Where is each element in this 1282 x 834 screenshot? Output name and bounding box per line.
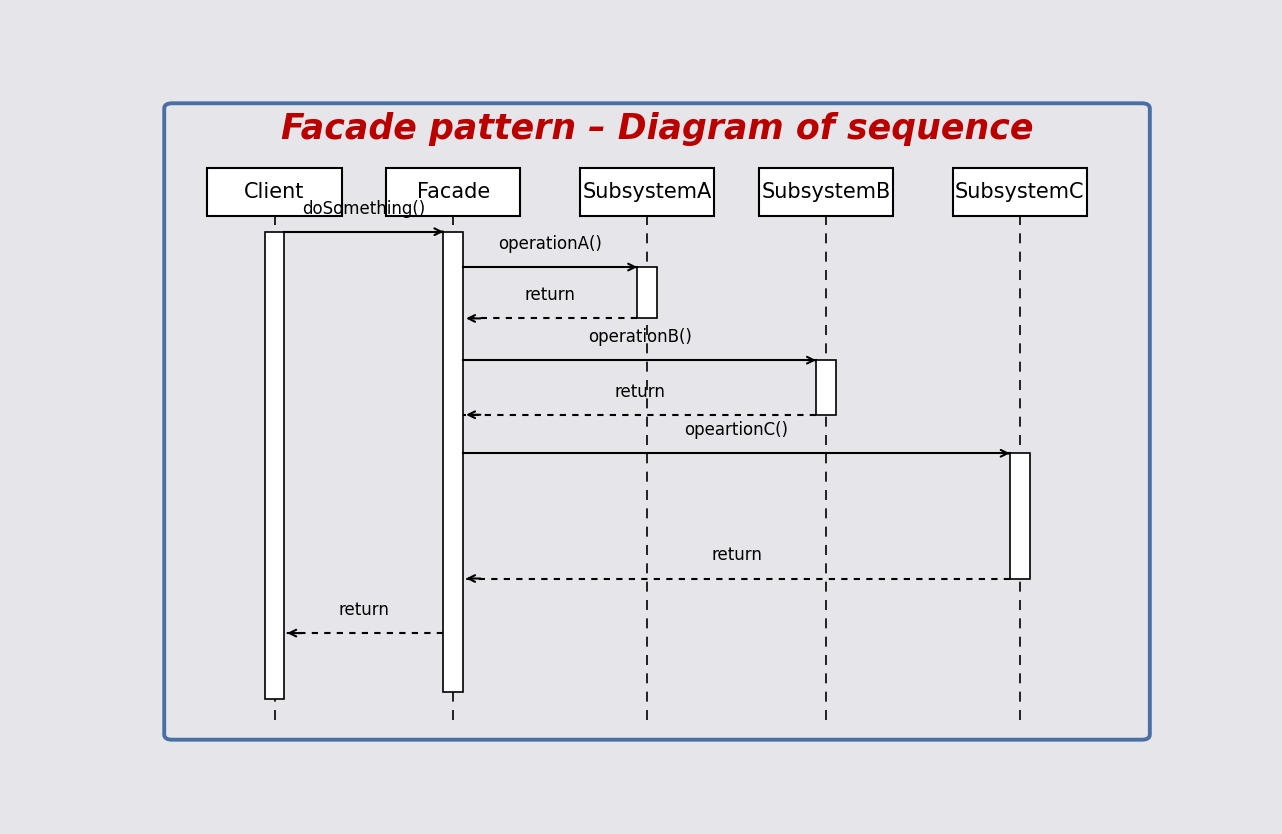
- Text: Facade: Facade: [417, 182, 490, 202]
- Text: return: return: [338, 601, 390, 619]
- Text: SubsystemB: SubsystemB: [762, 182, 891, 202]
- Bar: [264, 232, 285, 699]
- Bar: [817, 360, 836, 414]
- Bar: [208, 168, 341, 216]
- Text: doSomething(): doSomething(): [303, 199, 426, 218]
- Bar: [444, 232, 463, 692]
- Text: SubsystemC: SubsystemC: [955, 182, 1085, 202]
- Bar: [637, 267, 656, 319]
- Text: return: return: [712, 546, 762, 565]
- Text: operationB(): operationB(): [587, 328, 691, 346]
- Bar: [759, 168, 894, 216]
- FancyBboxPatch shape: [164, 103, 1150, 740]
- Text: return: return: [614, 383, 665, 400]
- Text: operationA(): operationA(): [499, 235, 603, 253]
- Bar: [1010, 454, 1029, 579]
- Text: opeartionC(): opeartionC(): [685, 421, 788, 440]
- Bar: [386, 168, 520, 216]
- Text: SubsystemA: SubsystemA: [582, 182, 712, 202]
- Text: Facade pattern – Diagram of sequence: Facade pattern – Diagram of sequence: [281, 112, 1033, 146]
- Bar: [953, 168, 1087, 216]
- Text: return: return: [524, 286, 576, 304]
- Bar: [579, 168, 714, 216]
- Text: Client: Client: [245, 182, 305, 202]
